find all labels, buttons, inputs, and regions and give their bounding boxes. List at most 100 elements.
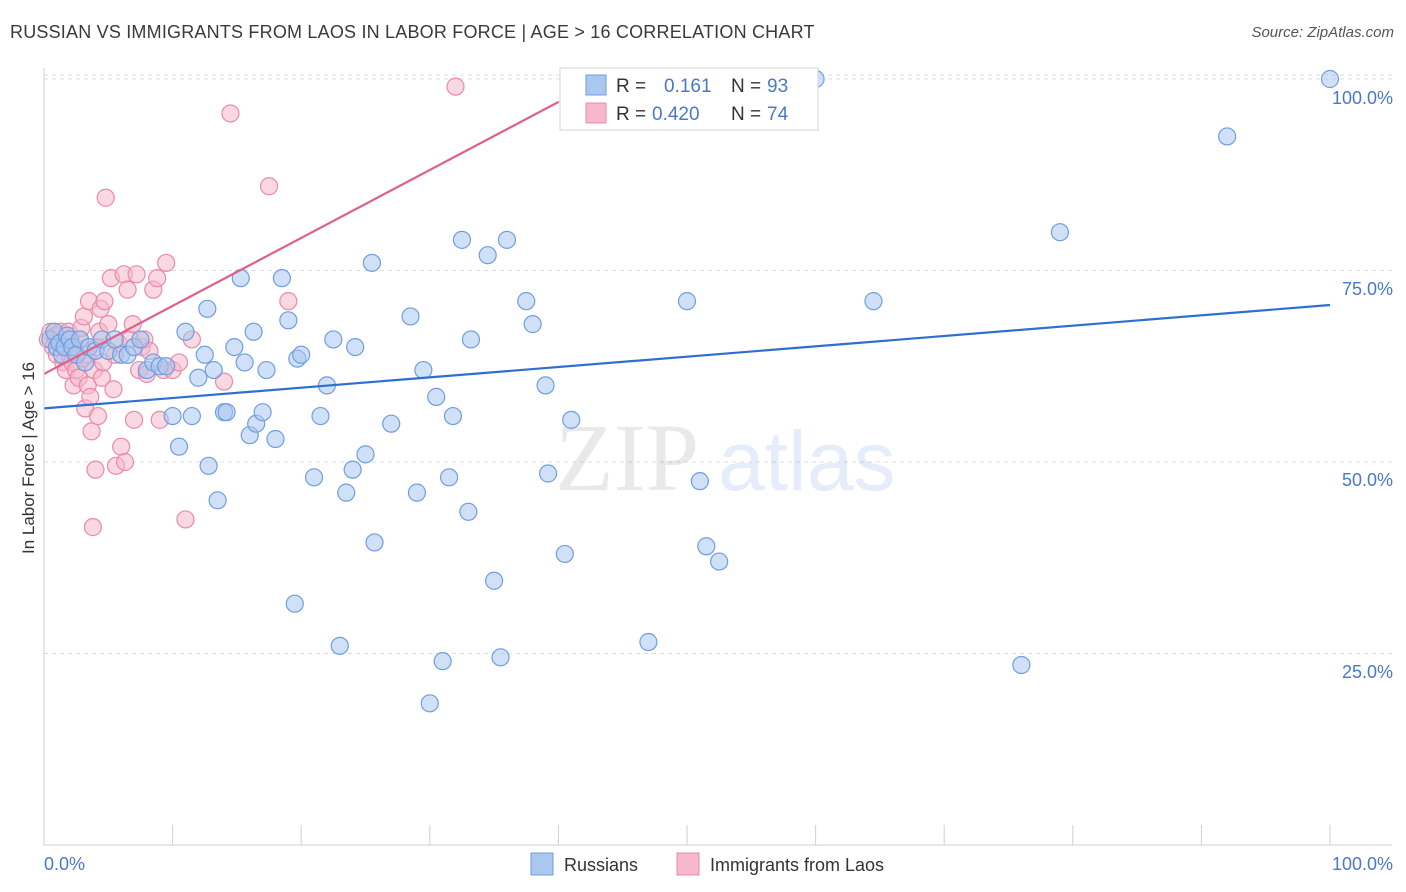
stats-legend: R = 0.161 N = 93 R = 0.420 N = 74 bbox=[559, 67, 819, 131]
russian-point-29 bbox=[189, 368, 208, 387]
russian-point-93 bbox=[1218, 127, 1237, 146]
legend-r-value-laos: 0.420 bbox=[652, 104, 700, 125]
russian-point-57 bbox=[343, 460, 362, 479]
russian-point-79 bbox=[523, 315, 542, 334]
russian-point-30 bbox=[195, 345, 214, 364]
russian-point-44 bbox=[257, 360, 276, 380]
russian-point-45 bbox=[266, 429, 285, 449]
russian-point-39 bbox=[235, 353, 254, 372]
russian-point-41 bbox=[244, 322, 263, 341]
x-tick-label-min: 0.0% bbox=[44, 854, 85, 874]
russian-point-27 bbox=[176, 322, 195, 341]
russian-point-36 bbox=[217, 403, 236, 422]
russian-point-92 bbox=[1050, 223, 1070, 242]
legend-swatch-laos bbox=[585, 102, 607, 124]
y-axis-title: In Labor Force | Age > 16 bbox=[19, 362, 38, 554]
russian-point-90 bbox=[864, 292, 883, 311]
y-tick-label-75: 75.0% bbox=[1342, 279, 1393, 299]
russian-point-88 bbox=[710, 552, 729, 571]
laos-point-72 bbox=[279, 292, 298, 311]
laos-point-40 bbox=[96, 188, 115, 207]
laos-point-43 bbox=[104, 380, 123, 399]
russian-point-50 bbox=[292, 345, 311, 364]
laos-point-69 bbox=[214, 372, 234, 391]
laos-point-53 bbox=[124, 410, 144, 429]
laos-point-64 bbox=[157, 253, 176, 272]
laos-point-67 bbox=[176, 510, 195, 529]
laos-point-50 bbox=[118, 280, 137, 299]
russian-point-81 bbox=[539, 464, 558, 483]
series-legend: Russians Immigrants from Laos bbox=[530, 852, 884, 876]
russian-point-61 bbox=[365, 533, 384, 552]
russian-point-71 bbox=[452, 230, 472, 249]
russian-point-68 bbox=[433, 652, 452, 671]
russian-point-64 bbox=[407, 483, 427, 502]
russian-point-75 bbox=[485, 571, 504, 590]
russian-point-32 bbox=[198, 299, 217, 318]
russian-points bbox=[41, 69, 1340, 713]
bottom-legend-laos: Immigrants from Laos bbox=[710, 855, 884, 875]
laos-point-39 bbox=[95, 292, 114, 311]
russian-point-37 bbox=[225, 338, 244, 357]
chart-title: RUSSIAN VS IMMIGRANTS FROM LAOS IN LABOR… bbox=[10, 22, 815, 42]
laos-point-71 bbox=[259, 177, 279, 196]
russian-point-60 bbox=[362, 253, 382, 272]
russian-point-52 bbox=[311, 406, 330, 426]
russian-point-84 bbox=[639, 632, 658, 652]
legend-n-label-laos: N = bbox=[731, 104, 761, 125]
russian-point-31 bbox=[199, 456, 218, 475]
russian-point-63 bbox=[401, 307, 420, 326]
laos-point-41 bbox=[99, 315, 118, 334]
bottom-legend-russians: Russians bbox=[564, 855, 638, 875]
watermark: ZIP atlas bbox=[555, 404, 895, 511]
russian-point-80 bbox=[536, 376, 555, 395]
source-credit: Source: ZipAtlas.com bbox=[1251, 24, 1394, 41]
laos-trend-line bbox=[43, 101, 559, 375]
laos-point-47 bbox=[112, 437, 131, 456]
bottom-legend-swatch-laos bbox=[676, 852, 700, 876]
russian-point-72 bbox=[459, 502, 478, 521]
russian-point-34 bbox=[208, 491, 227, 510]
russians-trend-line bbox=[43, 303, 1331, 410]
laos-point-54 bbox=[127, 265, 146, 284]
legend-r-label-laos: R = bbox=[616, 104, 646, 125]
russian-point-33 bbox=[204, 360, 223, 380]
russian-point-91 bbox=[1012, 655, 1031, 675]
russian-point-56 bbox=[337, 483, 356, 502]
russian-point-20 bbox=[131, 330, 150, 349]
russian-point-62 bbox=[382, 414, 401, 433]
laos-point-70 bbox=[221, 104, 240, 123]
legend-r-value-russians: 0.161 bbox=[664, 76, 712, 97]
y-tick-label-25: 25.0% bbox=[1342, 662, 1393, 682]
laos-point-73 bbox=[446, 77, 465, 96]
laos-point-28 bbox=[81, 387, 100, 406]
y-tick-label-100: 100.0% bbox=[1332, 88, 1393, 108]
russian-point-82 bbox=[555, 544, 574, 564]
russian-point-55 bbox=[330, 636, 349, 655]
laos-point-32 bbox=[86, 460, 105, 479]
legend-n-value-laos: 74 bbox=[767, 104, 789, 125]
y-tick-label-50: 50.0% bbox=[1342, 470, 1393, 490]
russian-point-77 bbox=[497, 230, 517, 249]
russian-point-26 bbox=[169, 437, 189, 456]
russian-point-67 bbox=[427, 387, 446, 406]
laos-point-30 bbox=[83, 518, 102, 537]
x-tick-label-max: 100.0% bbox=[1332, 854, 1393, 874]
legend-swatch-russians bbox=[585, 74, 607, 96]
russian-point-24 bbox=[157, 357, 176, 376]
axes bbox=[43, 68, 1392, 846]
russian-point-76 bbox=[491, 648, 510, 667]
russian-point-51 bbox=[304, 468, 324, 487]
laos-point-34 bbox=[88, 406, 108, 426]
russian-point-86 bbox=[690, 472, 709, 491]
watermark-atlas: atlas bbox=[718, 414, 895, 508]
laos-point-61 bbox=[148, 269, 167, 288]
russian-point-74 bbox=[478, 246, 497, 265]
russian-point-83 bbox=[562, 410, 581, 429]
russian-point-94 bbox=[1320, 69, 1340, 89]
russian-point-43 bbox=[253, 403, 272, 422]
russian-point-65 bbox=[414, 360, 433, 380]
russian-point-73 bbox=[461, 330, 481, 349]
russian-point-87 bbox=[697, 537, 716, 556]
